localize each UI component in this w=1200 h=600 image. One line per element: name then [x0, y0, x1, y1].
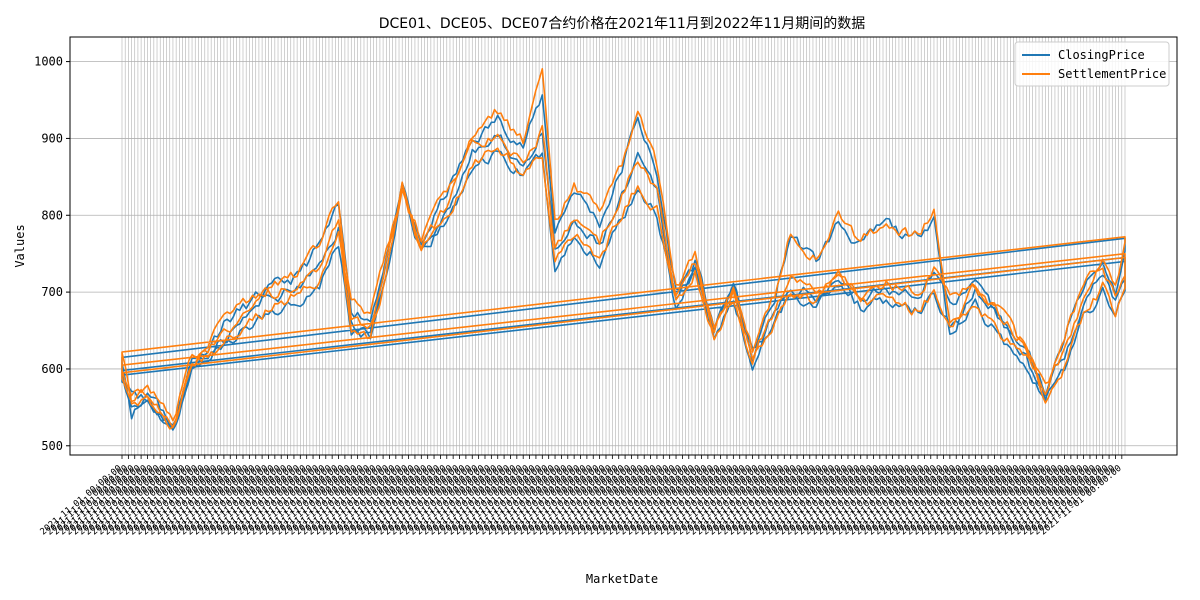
y-tick-label: 800 [41, 208, 63, 222]
legend-label-settlement-price: SettlementPrice [1058, 67, 1166, 81]
plot-frame [69, 36, 1178, 456]
legend-box [1014, 41, 1170, 87]
legend-label-closing-price: ClosingPrice [1058, 48, 1145, 62]
y-axis-label: Values [13, 224, 27, 267]
y-axis-ticks: 500 600 700 800 900 1000 [34, 55, 70, 453]
y-tick-label: 600 [41, 362, 63, 376]
y-tick-label: 1000 [34, 55, 63, 69]
y-tick-label: 700 [41, 285, 63, 299]
series-layer [121, 68, 1126, 431]
chart-title: DCE01、DCE05、DCE07合约价格在2021年11月到2022年11月期… [379, 16, 866, 32]
series-line-SettlementPrice [121, 68, 1126, 430]
legend: ClosingPrice SettlementPrice [1014, 41, 1170, 87]
y-tick-label: 500 [41, 439, 63, 453]
x-axis-label: MarketDate [586, 572, 658, 586]
y-tick-label: 900 [41, 131, 63, 145]
